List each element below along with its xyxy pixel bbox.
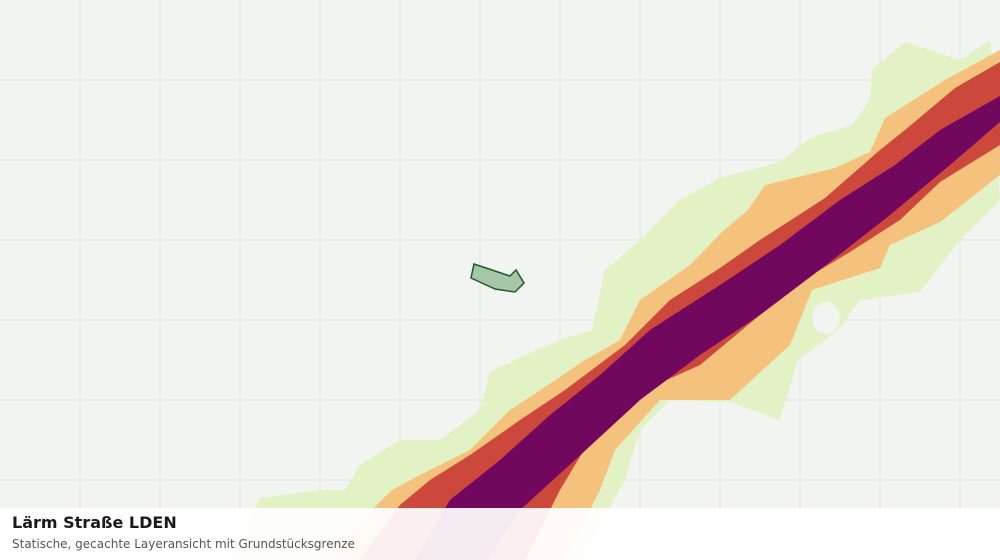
map-title: Lärm Straße LDEN bbox=[12, 513, 177, 532]
caption-panel bbox=[0, 508, 1000, 560]
map-subtitle: Statische, gecachte Layeransicht mit Gru… bbox=[12, 537, 355, 551]
parcel-boundary[interactable] bbox=[470, 263, 525, 293]
noise-hole bbox=[812, 302, 840, 334]
noise-band-low bbox=[230, 40, 1000, 560]
noise-band-very-high bbox=[415, 96, 1000, 560]
noise-band-medium bbox=[320, 50, 1000, 560]
